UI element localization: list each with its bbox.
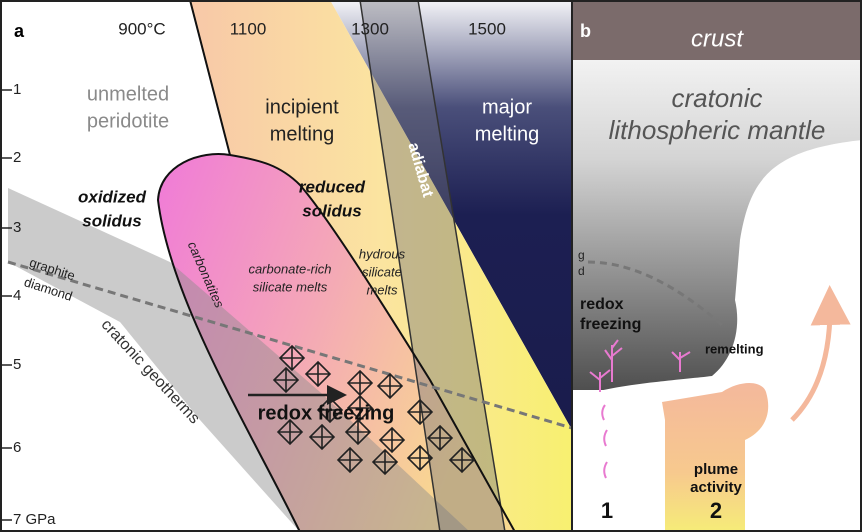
process-label: redox: [580, 296, 624, 313]
region-label: melting: [475, 123, 539, 145]
melt-label: silicate: [362, 264, 402, 279]
temperature-tick: 1100: [230, 19, 267, 38]
plume-label: plume: [694, 461, 738, 478]
region-label: peridotite: [87, 110, 169, 132]
pressure-tick: 5: [13, 356, 21, 373]
curve-label: solidus: [82, 211, 142, 230]
figure: a 900°C 1100 1300 1500 1 2 3 4 5 6 7 GPa unmel…: [0, 0, 862, 532]
temperature-tick: 1300: [351, 19, 389, 38]
melt-label: hydrous: [359, 246, 406, 261]
region-label: incipient: [265, 96, 339, 118]
process-label: freezing: [580, 316, 641, 333]
curve-label: oxidized: [78, 187, 147, 206]
pressure-tick: 6: [13, 439, 21, 456]
melt-label: melts: [366, 282, 398, 297]
region-label: melting: [270, 123, 334, 145]
melt-label: silicate melts: [253, 279, 328, 294]
pressure-tick: 7 GPa: [13, 511, 56, 528]
curve-label: reduced: [299, 177, 366, 196]
temperature-tick: 1500: [468, 19, 506, 38]
region-label: major: [482, 96, 532, 118]
process-label: redox freezing: [258, 402, 395, 424]
plume-label: activity: [690, 479, 742, 496]
process-label: remelting: [705, 341, 764, 356]
case-label: 1: [601, 498, 613, 523]
phase-label: d: [578, 264, 585, 278]
pressure-tick: 1: [13, 81, 21, 98]
region-label: unmelted: [87, 83, 169, 105]
layer-label: crust: [691, 25, 744, 52]
pressure-tick: 3: [13, 219, 21, 236]
temperature-tick: 900°C: [118, 19, 165, 38]
panel-label: a: [14, 21, 25, 41]
pressure-tick: 4: [13, 287, 21, 304]
curve-label: solidus: [302, 201, 362, 220]
melt-label: carbonate-rich: [248, 261, 331, 276]
panel-label: b: [580, 21, 591, 41]
layer-label: lithospheric mantle: [609, 115, 826, 145]
layer-label: cratonic: [671, 83, 762, 113]
case-label: 2: [710, 498, 722, 523]
pressure-tick: 2: [13, 149, 21, 166]
phase-label: g: [578, 248, 585, 262]
